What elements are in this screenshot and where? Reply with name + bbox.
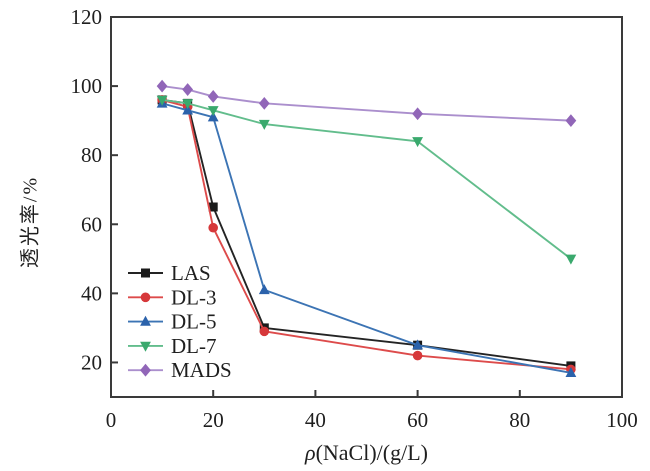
marker-square bbox=[141, 268, 150, 278]
series-line bbox=[161, 102, 572, 374]
series-line bbox=[161, 85, 571, 122]
series-line bbox=[161, 98, 572, 260]
marker-triangle-down bbox=[207, 106, 219, 117]
x-tick-label: 40 bbox=[305, 408, 326, 432]
x-axis: 0 20 40 60 80 100 bbox=[106, 390, 638, 432]
marker-triangle-down bbox=[258, 119, 270, 130]
marker-triangle-up bbox=[182, 104, 194, 115]
series-line bbox=[161, 98, 571, 371]
legend-item-LAS: LAS bbox=[128, 261, 211, 285]
rho-symbol: ρ bbox=[305, 440, 316, 465]
marker-triangle-up bbox=[258, 284, 270, 295]
marker-triangle-up bbox=[412, 339, 423, 350]
series-DL-5 bbox=[156, 97, 577, 378]
marker-triangle-down bbox=[156, 95, 168, 106]
y-tick-label: 60 bbox=[81, 212, 102, 236]
marker-diamond bbox=[565, 114, 577, 128]
y-tick-label: 40 bbox=[81, 281, 102, 305]
legend-item-DL-3: DL-3 bbox=[128, 285, 217, 309]
marker-triangle-up bbox=[207, 111, 219, 122]
marker-triangle-down bbox=[412, 137, 423, 148]
y-axis: 20 40 60 80 100 120 bbox=[71, 5, 118, 374]
marker-circle bbox=[208, 222, 218, 233]
marker-circle bbox=[259, 326, 270, 337]
x-axis-label-text: (NaCl)/(g/L) bbox=[315, 440, 428, 465]
y-tick-label: 120 bbox=[71, 5, 103, 29]
legend-item-MADS: MADS bbox=[128, 358, 232, 382]
y-axis-label: 透光率/% bbox=[19, 175, 42, 269]
series-DL-7 bbox=[156, 95, 577, 265]
plot-border bbox=[110, 16, 623, 398]
legend-label: DL-7 bbox=[171, 334, 217, 358]
marker-triangle-down bbox=[182, 99, 194, 110]
legend-label: DL-3 bbox=[171, 285, 217, 309]
x-tick-label: 20 bbox=[203, 408, 224, 432]
x-tick-label: 60 bbox=[407, 408, 428, 432]
x-tick-label: 0 bbox=[106, 408, 117, 432]
y-tick-label: 100 bbox=[71, 74, 103, 98]
marker-diamond bbox=[207, 90, 219, 103]
legend-label: MADS bbox=[171, 358, 232, 382]
x-tick-label: 100 bbox=[606, 408, 638, 432]
legend-item-DL-5: DL-5 bbox=[128, 310, 217, 334]
marker-circle bbox=[412, 350, 423, 361]
marker-circle bbox=[140, 292, 151, 303]
series-LAS bbox=[157, 95, 576, 371]
marker-diamond bbox=[182, 83, 194, 96]
marker-diamond bbox=[412, 107, 423, 121]
series-MADS bbox=[156, 79, 577, 128]
marker-triangle-up bbox=[565, 367, 577, 378]
x-axis-label: ρ(NaCl)/(g/L) bbox=[111, 440, 622, 466]
marker-square bbox=[208, 202, 218, 212]
marker-diamond bbox=[156, 79, 168, 93]
legend-label: LAS bbox=[171, 261, 211, 285]
marker-diamond bbox=[140, 363, 151, 377]
y-tick-label: 20 bbox=[81, 350, 102, 374]
x-tick-label: 80 bbox=[509, 408, 530, 432]
marker-diamond bbox=[258, 96, 270, 110]
series-DL-3 bbox=[157, 95, 576, 375]
marker-triangle-up bbox=[140, 315, 151, 326]
marker-triangle-down bbox=[565, 254, 577, 265]
legend-item-DL-7: DL-7 bbox=[128, 334, 217, 358]
legend-label: DL-5 bbox=[171, 310, 217, 334]
y-tick-label: 80 bbox=[81, 143, 102, 167]
marker-triangle-down bbox=[140, 341, 151, 352]
